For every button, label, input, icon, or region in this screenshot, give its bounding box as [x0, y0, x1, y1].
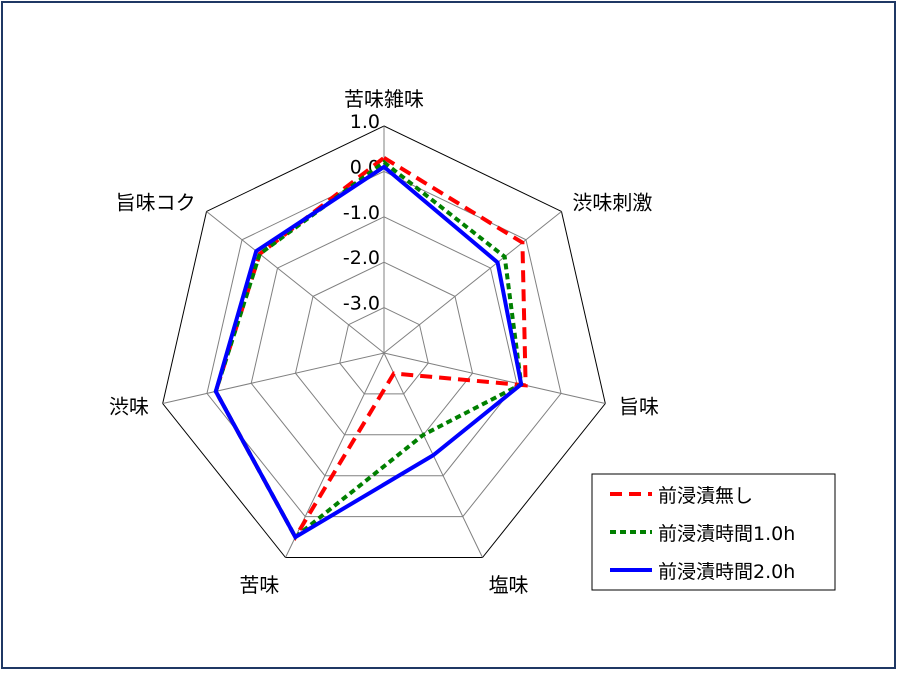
category-label: 苦味	[239, 573, 279, 597]
tick-label: -3.0	[343, 293, 380, 315]
category-label: 塩味	[489, 573, 529, 597]
legend-label-series-3: 前浸漬時間2.0h	[658, 561, 795, 583]
category-label: 渋味刺激	[572, 191, 652, 215]
category-label: 苦味雑味	[344, 87, 424, 111]
legend-label-series-2: 前浸漬時間1.0h	[658, 523, 795, 545]
grid-ring	[339, 307, 429, 395]
category-label: 渋味	[109, 395, 149, 419]
category-label: 旨味コク	[116, 191, 196, 215]
radial-spoke	[206, 211, 385, 354]
series-line	[213, 164, 524, 540]
radial-spoke	[162, 352, 385, 404]
series-lines	[213, 155, 528, 542]
tick-label: 1.0	[350, 111, 380, 133]
legend-label-series-1: 前浸漬無し	[658, 485, 753, 507]
grid-ring	[250, 216, 518, 477]
series-line	[213, 159, 524, 541]
tick-label: -2.0	[343, 247, 380, 269]
tick-label: -1.0	[343, 202, 380, 224]
grid-ring	[294, 261, 474, 436]
radial-tick-labels: -3.0-2.0-1.00.01.0	[343, 111, 380, 315]
grid-ring	[206, 170, 562, 518]
radial-spoke	[383, 211, 562, 354]
category-label: 旨味	[619, 395, 659, 419]
radial-spoke	[383, 352, 606, 404]
legend: 前浸漬無し 前浸漬時間1.0h 前浸漬時間2.0h	[591, 473, 836, 591]
grid-ring	[162, 125, 606, 559]
